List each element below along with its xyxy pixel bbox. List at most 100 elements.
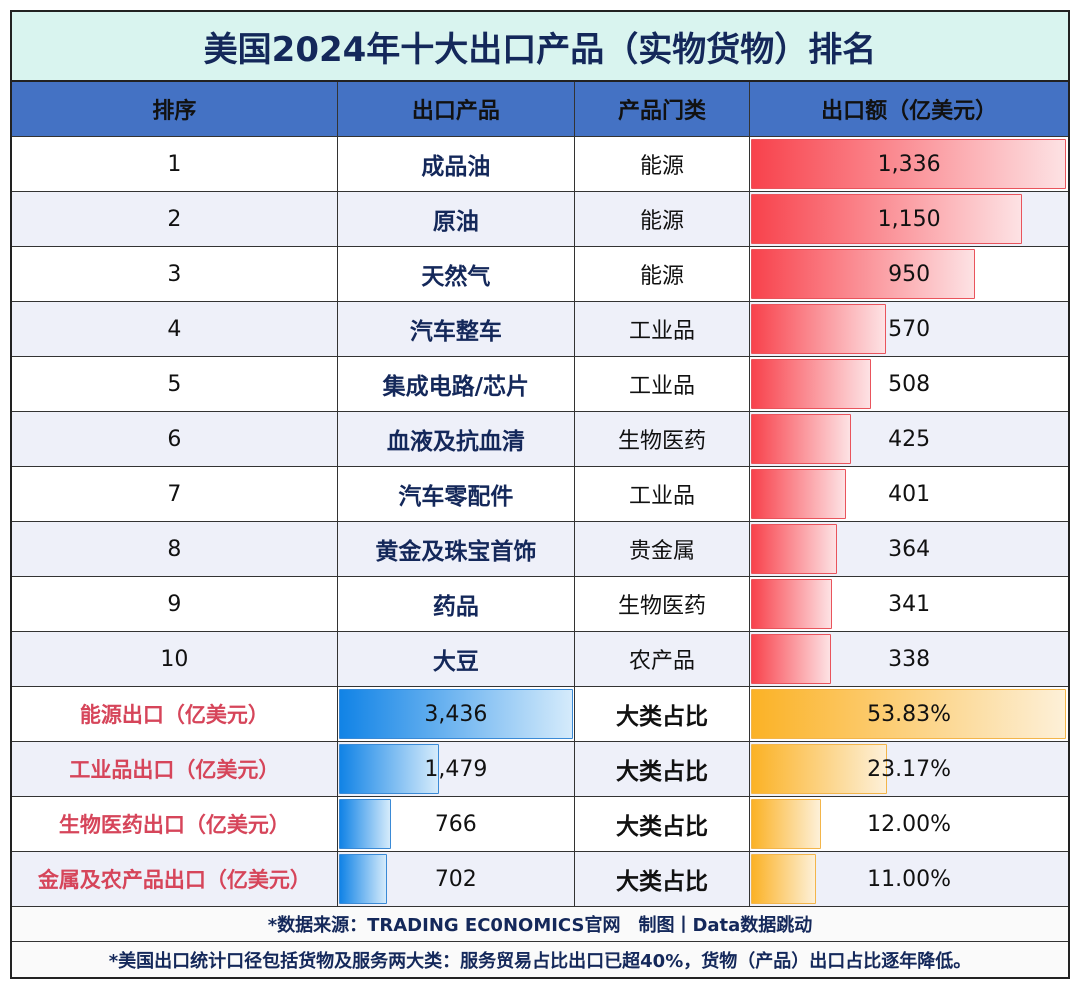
value-cell: 508 — [750, 357, 1068, 411]
summary-value-bar — [338, 744, 440, 794]
value-label: 364 — [888, 536, 931, 562]
table-row: 10 大豆 农产品 338 — [12, 632, 1068, 687]
value-bar — [751, 634, 831, 684]
value-bar — [751, 414, 852, 464]
value-label: 508 — [888, 371, 931, 397]
summary-value-label: 702 — [434, 866, 477, 892]
value-label: 950 — [888, 261, 931, 287]
value-bar — [751, 139, 1067, 189]
rank-cell: 10 — [12, 632, 338, 686]
category-cell: 能源 — [575, 247, 751, 301]
product-cell: 药品 — [338, 577, 575, 631]
product-cell: 血液及抗血清 — [338, 412, 575, 466]
value-cell: 364 — [750, 522, 1068, 576]
category-cell: 能源 — [575, 192, 751, 246]
product-cell: 原油 — [338, 192, 575, 246]
product-cell: 黄金及珠宝首饰 — [338, 522, 575, 576]
value-label: 1,336 — [877, 151, 941, 177]
summary-row: 工业品出口（亿美元） 1,479 大类占比 23.17% — [12, 742, 1068, 797]
value-bar — [751, 249, 976, 299]
share-bar — [751, 689, 1067, 739]
table-row: 8 黄金及珠宝首饰 贵金属 364 — [12, 522, 1068, 577]
value-label: 570 — [888, 316, 931, 342]
table-title: 美国2024年十大出口产品（实物货物）排名 — [12, 12, 1068, 82]
value-label: 401 — [888, 481, 931, 507]
summary-value-label: 1,479 — [424, 756, 488, 782]
value-bar — [751, 469, 846, 519]
value-bar — [751, 579, 832, 629]
value-label: 425 — [888, 426, 931, 452]
summary-label: 能源出口（亿美元） — [12, 687, 338, 741]
summary-label: 金属及农产品出口（亿美元） — [12, 852, 338, 906]
summary-row: 金属及农产品出口（亿美元） 702 大类占比 11.00% — [12, 852, 1068, 907]
share-label: 大类占比 — [575, 742, 751, 796]
category-cell: 工业品 — [575, 357, 751, 411]
summary-value-cell: 766 — [338, 797, 575, 851]
rank-cell: 9 — [12, 577, 338, 631]
table-row: 1 成品油 能源 1,336 — [12, 137, 1068, 192]
header-row: 排序 出口产品 产品门类 出口额（亿美元） — [12, 82, 1068, 137]
table-body: 1 成品油 能源 1,336 2 原油 能源 1,150 3 天然气 能源 950 4… — [12, 137, 1068, 687]
rank-cell: 5 — [12, 357, 338, 411]
header-value: 出口额（亿美元） — [821, 99, 998, 124]
summary-label: 生物医药出口（亿美元） — [12, 797, 338, 851]
summary-label: 工业品出口（亿美元） — [12, 742, 338, 796]
value-bar — [751, 359, 871, 409]
table-row: 9 药品 生物医药 341 — [12, 577, 1068, 632]
product-cell: 集成电路/芯片 — [338, 357, 575, 411]
share-cell: 11.00% — [750, 852, 1068, 906]
category-cell: 工业品 — [575, 467, 751, 521]
value-cell: 1,150 — [750, 192, 1068, 246]
summary-value-bar — [338, 689, 573, 739]
value-cell: 338 — [750, 632, 1068, 686]
summary-value-cell: 1,479 — [338, 742, 575, 796]
category-cell: 生物医药 — [575, 577, 751, 631]
source-note: *数据来源：TRADING EC0NOMICS官网 制图丨Data数据跳动 — [12, 907, 1068, 942]
product-cell: 汽车整车 — [338, 302, 575, 356]
share-label: 大类占比 — [575, 687, 751, 741]
share-value: 12.00% — [867, 811, 952, 837]
value-cell: 425 — [750, 412, 1068, 466]
table-row: 3 天然气 能源 950 — [12, 247, 1068, 302]
table-row: 5 集成电路/芯片 工业品 508 — [12, 357, 1068, 412]
rank-cell: 7 — [12, 467, 338, 521]
share-bar — [751, 854, 816, 904]
summary-row: 生物医药出口（亿美元） 766 大类占比 12.00% — [12, 797, 1068, 852]
table-row: 7 汽车零配件 工业品 401 — [12, 467, 1068, 522]
share-bar — [751, 744, 887, 794]
table-row: 2 原油 能源 1,150 — [12, 192, 1068, 247]
scope-note: *美国出口统计口径包括货物及服务两大类：服务贸易占比出口已超40%，货物（产品）… — [12, 942, 1068, 977]
summary-value-bar — [338, 799, 391, 849]
category-cell: 工业品 — [575, 302, 751, 356]
header-category: 产品门类 — [575, 82, 751, 136]
share-bar — [751, 799, 822, 849]
value-cell: 1,336 — [750, 137, 1068, 191]
value-bar — [751, 194, 1023, 244]
value-cell: 401 — [750, 467, 1068, 521]
rank-cell: 2 — [12, 192, 338, 246]
summary-row: 能源出口（亿美元） 3,436 大类占比 53.83% — [12, 687, 1068, 742]
value-bar — [751, 304, 886, 354]
summary-value-label: 3,436 — [424, 701, 488, 727]
export-ranking-table: 美国2024年十大出口产品（实物货物）排名 排序 出口产品 产品门类 出口额（亿… — [10, 10, 1070, 979]
share-cell: 12.00% — [750, 797, 1068, 851]
rank-cell: 3 — [12, 247, 338, 301]
product-cell: 成品油 — [338, 137, 575, 191]
value-label: 1,150 — [877, 206, 941, 232]
summary-value-label: 766 — [434, 811, 477, 837]
table-row: 6 血液及抗血清 生物医药 425 — [12, 412, 1068, 467]
rank-cell: 4 — [12, 302, 338, 356]
table-row: 4 汽车整车 工业品 570 — [12, 302, 1068, 357]
share-label: 大类占比 — [575, 852, 751, 906]
product-cell: 大豆 — [338, 632, 575, 686]
share-value: 23.17% — [867, 756, 952, 782]
summary-value-cell: 3,436 — [338, 687, 575, 741]
category-cell: 贵金属 — [575, 522, 751, 576]
category-cell: 农产品 — [575, 632, 751, 686]
category-cell: 能源 — [575, 137, 751, 191]
value-label: 341 — [888, 591, 931, 617]
rank-cell: 8 — [12, 522, 338, 576]
product-cell: 汽车零配件 — [338, 467, 575, 521]
summary-value-cell: 702 — [338, 852, 575, 906]
share-cell: 23.17% — [750, 742, 1068, 796]
